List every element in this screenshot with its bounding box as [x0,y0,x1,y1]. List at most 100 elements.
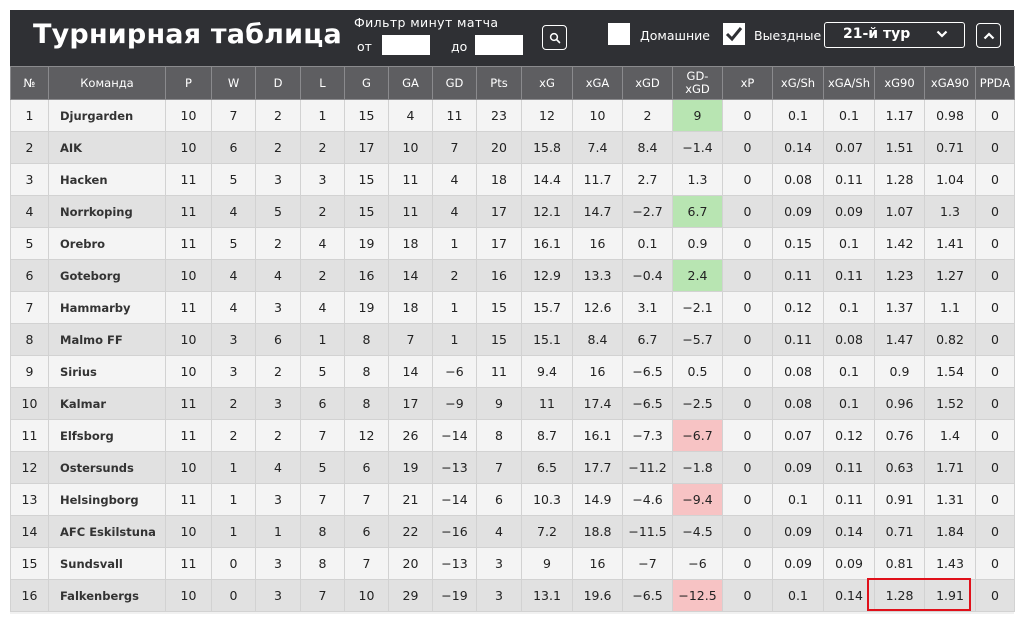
column-header[interactable]: xGA90 [924,66,976,100]
column-header[interactable]: L [300,66,345,100]
stat-cell: 7 [211,99,256,132]
stat-cell: 15 [344,163,389,196]
stat-cell: 0 [975,131,1015,164]
team-name[interactable]: Goteborg [48,259,166,292]
stat-cell: 0 [722,515,773,548]
stat-cell: 23 [476,99,522,132]
team-name[interactable]: Elfsborg [48,419,166,452]
stat-cell: 0 [211,547,256,580]
column-header[interactable]: xGD [622,66,673,100]
stat-cell: 8 [344,355,389,388]
stat-cell: 7 [432,131,477,164]
from-minute-input[interactable] [382,35,430,55]
away-checkbox-label[interactable]: Выездные [754,28,822,43]
stat-cell: −12.5 [672,579,723,612]
stat-cell: 17 [476,227,522,260]
stat-cell: 4 [211,195,256,228]
stat-cell: −13 [432,547,477,580]
stat-cell: 4 [255,451,301,484]
minute-filter-label: Фильтр минут матча [354,15,499,30]
team-name[interactable]: AFC Eskilstuna [48,515,166,548]
to-minute-input[interactable] [475,35,523,55]
team-name[interactable]: Orebro [48,227,166,260]
column-header[interactable]: PPDA [975,66,1015,100]
column-header[interactable]: Pts [476,66,522,100]
stat-cell: −6.5 [622,355,673,388]
column-header[interactable]: xGA [572,66,623,100]
stat-cell: 1.42 [874,227,925,260]
column-header[interactable]: P [165,66,212,100]
stat-cell: −11.2 [622,451,673,484]
column-header[interactable]: GD- xGD [672,66,723,100]
team-name[interactable]: Malmo FF [48,323,166,356]
chevron-down-icon [936,30,948,38]
stat-cell: 3 [255,387,301,420]
rank-cell: 7 [10,291,49,324]
stat-cell: 14.4 [521,163,573,196]
team-name[interactable]: AIK [48,131,166,164]
stat-cell: 26 [388,419,433,452]
stat-cell: 10 [165,259,212,292]
table-header-row: № Команда P W D L G GA GD Pts xG xGA xGD GD- xGD xP xG/… [10,66,1015,100]
stat-cell: 16 [572,227,623,260]
stat-cell: 1.71 [924,451,976,484]
team-name[interactable]: Sundsvall [48,547,166,580]
stat-cell: 3 [255,579,301,612]
stat-cell: 1.23 [874,259,925,292]
stat-cell: 9 [521,547,573,580]
tour-select[interactable]: 21-й тур [824,22,965,48]
column-header[interactable]: xGA/Sh [823,66,875,100]
stat-cell: 1.54 [924,355,976,388]
away-checkbox[interactable] [723,23,745,45]
stat-cell: 0.71 [874,515,925,548]
column-header[interactable]: G [344,66,389,100]
stat-cell: 1 [211,515,256,548]
column-header[interactable]: GA [388,66,433,100]
stat-cell: −2.7 [622,195,673,228]
team-name[interactable]: Hammarby [48,291,166,324]
column-header[interactable]: xG90 [874,66,925,100]
stat-cell: 5 [211,227,256,260]
column-header[interactable]: xP [722,66,773,100]
stat-cell: 0.1 [772,579,824,612]
team-name[interactable]: Falkenbergs [48,579,166,612]
stat-cell: 12.9 [521,259,573,292]
team-name[interactable]: Djurgarden [48,99,166,132]
column-header[interactable]: GD [432,66,477,100]
collapse-button[interactable] [976,23,1001,48]
team-name[interactable]: Sirius [48,355,166,388]
team-name[interactable]: Helsingborg [48,483,166,516]
team-name[interactable]: Kalmar [48,387,166,420]
stat-cell: 7 [476,451,522,484]
team-name[interactable]: Hacken [48,163,166,196]
home-checkbox-label[interactable]: Домашние [640,28,710,43]
stat-cell: 0.09 [823,195,875,228]
stat-cell: 0.1 [772,99,824,132]
stat-cell: 15 [476,323,522,356]
team-name[interactable]: Norrkoping [48,195,166,228]
stat-cell: 6.5 [521,451,573,484]
stat-cell: 1.07 [874,195,925,228]
stat-cell: 10 [165,451,212,484]
stat-cell: 0.82 [924,323,976,356]
stat-cell: 0.12 [823,419,875,452]
column-header[interactable]: Команда [48,66,166,100]
team-name[interactable]: Ostersunds [48,451,166,484]
stat-cell: 0.1 [823,99,875,132]
stat-cell: 19 [388,451,433,484]
home-checkbox[interactable] [608,23,630,45]
column-header[interactable]: xG/Sh [772,66,824,100]
column-header[interactable]: xG [521,66,573,100]
column-header[interactable]: № [10,66,49,100]
stat-cell: 13.1 [521,579,573,612]
stat-cell: 0.11 [772,323,824,356]
stat-cell: 0.1 [772,483,824,516]
stat-cell: 0.11 [823,483,875,516]
rank-cell: 8 [10,323,49,356]
column-header[interactable]: W [211,66,256,100]
stat-cell: 3 [211,355,256,388]
column-header[interactable]: D [255,66,301,100]
stat-cell: 0.08 [772,355,824,388]
search-button[interactable] [542,25,567,50]
stat-cell: 1 [255,515,301,548]
